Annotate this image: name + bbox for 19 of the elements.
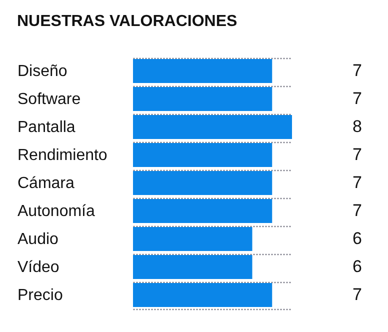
data-label: 7 — [352, 285, 362, 304]
y-tick-label: Rendimiento — [18, 147, 108, 164]
y-tick-label: Software — [18, 91, 81, 108]
data-label: 6 — [352, 257, 362, 276]
data-label: 7 — [352, 61, 362, 80]
data-label: 7 — [352, 201, 362, 220]
y-tick-label: Vídeo — [18, 259, 60, 276]
y-tick-label: Autonomía — [18, 203, 95, 220]
chart-title: NUESTRAS VALORACIONES — [17, 13, 238, 30]
y-tick-label: Cámara — [18, 175, 75, 192]
data-label: 7 — [352, 173, 362, 192]
y-tick-label: Audio — [18, 231, 59, 248]
y-tick-label: Pantalla — [18, 119, 76, 136]
data-label: 6 — [352, 229, 362, 248]
y-tick-label: Diseño — [18, 63, 68, 80]
data-label: 7 — [352, 145, 362, 164]
data-label: 8 — [352, 117, 362, 136]
data-label: 7 — [352, 89, 362, 108]
y-tick-label: Precio — [18, 287, 63, 304]
